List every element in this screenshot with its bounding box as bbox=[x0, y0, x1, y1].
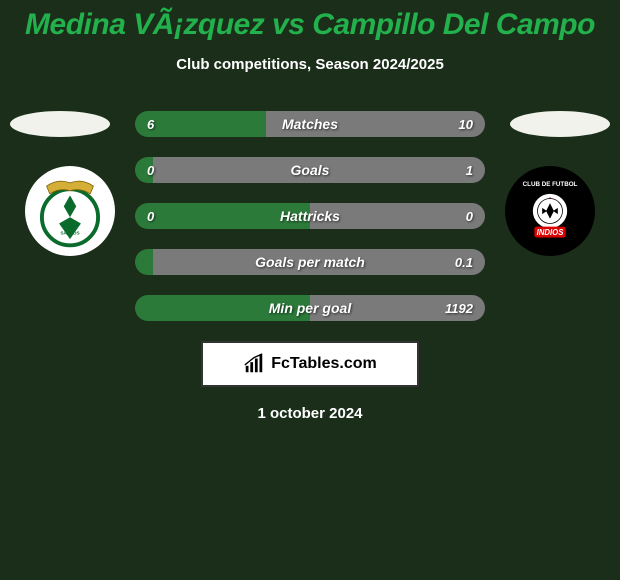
stat-value-right: 1 bbox=[466, 163, 473, 178]
brand-text: FcTables.com bbox=[271, 355, 377, 373]
stat-row: Matches6 10 bbox=[135, 111, 485, 137]
stat-label: Hattricks bbox=[135, 208, 485, 224]
stat-row: Hattricks0 0 bbox=[135, 203, 485, 229]
comparison-body: CLUB SANTOS CLUB DE FUTBOL INDIOS Matche… bbox=[0, 111, 620, 422]
santos-logo-icon: CLUB SANTOS bbox=[31, 172, 109, 250]
stat-bars: Matches610Goals01Hattricks00Goals per ma… bbox=[135, 111, 485, 321]
chart-icon bbox=[243, 353, 265, 375]
stat-label: Goals bbox=[135, 162, 485, 178]
stat-value-left: 0 bbox=[147, 209, 154, 224]
stat-value-right: 0 bbox=[466, 209, 473, 224]
indios-logo-icon: CLUB DE FUTBOL INDIOS bbox=[511, 172, 589, 250]
comparison-card: Medina VÃ¡zquez vs Campillo Del Campo Cl… bbox=[0, 0, 620, 580]
stat-value-right: 10 bbox=[459, 117, 473, 132]
subtitle: Club competitions, Season 2024/2025 bbox=[0, 56, 620, 73]
stat-value-left: 0 bbox=[147, 163, 154, 178]
stat-row: Min per goal1192 bbox=[135, 295, 485, 321]
stat-label: Goals per match bbox=[135, 254, 485, 270]
svg-text:INDIOS: INDIOS bbox=[537, 228, 565, 237]
page-title: Medina VÃ¡zquez vs Campillo Del Campo bbox=[0, 0, 620, 42]
stat-label: Min per goal bbox=[135, 300, 485, 316]
stat-label: Matches bbox=[135, 116, 485, 132]
svg-text:CLUB DE FUTBOL: CLUB DE FUTBOL bbox=[523, 181, 578, 188]
stat-value-right: 0.1 bbox=[455, 255, 473, 270]
stat-row: Goals0 1 bbox=[135, 157, 485, 183]
player-avatar-right bbox=[510, 111, 610, 137]
club-badge-right: CLUB DE FUTBOL INDIOS bbox=[505, 166, 595, 256]
stat-value-left: 6 bbox=[147, 117, 154, 132]
date-text: 1 october 2024 bbox=[0, 405, 620, 422]
svg-text:SANTOS: SANTOS bbox=[60, 230, 79, 235]
player-avatar-left bbox=[10, 111, 110, 137]
stat-value-right: 1192 bbox=[445, 301, 473, 316]
brand-box: FcTables.com bbox=[201, 341, 419, 387]
club-badge-left: CLUB SANTOS bbox=[25, 166, 115, 256]
stat-row: Goals per match0.1 bbox=[135, 249, 485, 275]
